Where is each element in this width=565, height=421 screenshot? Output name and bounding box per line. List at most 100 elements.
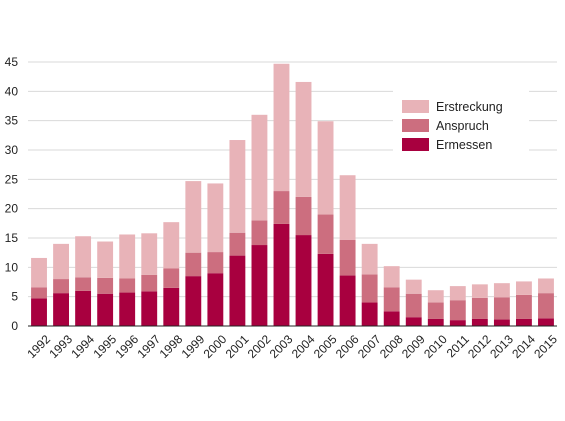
bar-anspruch-2009 <box>406 294 422 317</box>
x-tick-label: 2013 <box>487 332 516 361</box>
x-tick-label: 2000 <box>201 332 230 361</box>
y-tick-label: 35 <box>5 114 19 128</box>
bar-ermessen-2006 <box>340 276 356 326</box>
bar-erstreckung-1998 <box>163 222 179 268</box>
bar-erstreckung-2001 <box>229 140 245 233</box>
bar-anspruch-2015 <box>538 293 554 318</box>
x-tick-label: 1995 <box>90 332 119 361</box>
bar-ermessen-2013 <box>494 320 510 326</box>
bar-erstreckung-1994 <box>75 236 91 277</box>
x-tick-label: 2005 <box>311 332 340 361</box>
bar-erstreckung-1992 <box>31 258 47 287</box>
bar-ermessen-1997 <box>141 291 157 326</box>
bar-ermessen-2007 <box>362 303 378 326</box>
legend-label-ermessen: Ermessen <box>436 138 492 152</box>
x-tick-label: 1997 <box>135 332 164 361</box>
bar-anspruch-2010 <box>428 303 444 319</box>
bar-ermessen-2003 <box>274 224 290 326</box>
bar-erstreckung-2012 <box>472 284 488 297</box>
bar-erstreckung-2004 <box>296 82 312 197</box>
x-tick-label: 2003 <box>267 332 296 361</box>
bar-erstreckung-1995 <box>97 242 113 278</box>
bar-ermessen-2000 <box>207 273 223 326</box>
bar-ermessen-2011 <box>450 320 466 326</box>
bar-erstreckung-2003 <box>274 64 290 191</box>
bar-anspruch-2007 <box>362 274 378 302</box>
y-tick-label: 10 <box>5 260 19 274</box>
bar-anspruch-1993 <box>53 279 69 293</box>
bar-anspruch-1999 <box>185 253 201 276</box>
x-tick-label: 2001 <box>223 332 252 361</box>
bar-anspruch-1994 <box>75 277 91 290</box>
bar-erstreckung-2007 <box>362 244 378 275</box>
legend-label-anspruch: Anspruch <box>436 119 489 133</box>
legend-swatch-erstreckung <box>402 100 429 113</box>
x-tick-label: 2004 <box>289 332 318 361</box>
y-tick-label: 15 <box>5 231 19 245</box>
x-tick-label: 1993 <box>46 332 75 361</box>
x-tick-label: 1996 <box>112 332 141 361</box>
y-tick-label: 25 <box>5 172 19 186</box>
x-tick-label: 2010 <box>421 332 450 361</box>
bar-anspruch-2000 <box>207 252 223 273</box>
bar-anspruch-2013 <box>494 297 510 319</box>
bar-ermessen-2009 <box>406 317 422 326</box>
bar-ermessen-1994 <box>75 291 91 326</box>
bar-ermessen-2002 <box>252 245 268 326</box>
x-tick-label: 2012 <box>465 332 494 361</box>
bar-ermessen-1996 <box>119 293 135 326</box>
bar-ermessen-2005 <box>318 254 334 326</box>
bar-erstreckung-1996 <box>119 234 135 278</box>
bar-ermessen-2015 <box>538 318 554 326</box>
y-tick-label: 45 <box>5 55 19 69</box>
y-tick-label: 40 <box>5 84 19 98</box>
x-tick-label: 1999 <box>179 332 208 361</box>
legend-swatch-anspruch <box>402 119 429 132</box>
bar-erstreckung-2002 <box>252 115 268 221</box>
x-tick-label: 2014 <box>509 332 538 361</box>
bar-erstreckung-2009 <box>406 280 422 294</box>
bar-anspruch-1997 <box>141 275 157 291</box>
bar-erstreckung-2010 <box>428 290 444 302</box>
bar-ermessen-1995 <box>97 294 113 326</box>
bar-anspruch-2008 <box>384 287 400 311</box>
y-axis-tick-labels: 051015202530354045 <box>5 55 19 333</box>
x-axis-tick-labels: 1992199319941995199619971998199920002001… <box>24 332 560 361</box>
bar-anspruch-1992 <box>31 287 47 298</box>
bar-ermessen-2010 <box>428 319 444 326</box>
bar-anspruch-2002 <box>252 220 268 245</box>
legend-label-erstreckung: Erstreckung <box>436 100 503 114</box>
bar-erstreckung-2011 <box>450 286 466 300</box>
bar-anspruch-1996 <box>119 278 135 292</box>
bar-anspruch-2011 <box>450 300 466 320</box>
bar-ermessen-2014 <box>516 319 532 326</box>
bar-erstreckung-2013 <box>494 283 510 297</box>
bar-anspruch-2012 <box>472 298 488 319</box>
x-tick-label: 1998 <box>157 332 186 361</box>
bar-ermessen-1992 <box>31 298 47 326</box>
y-tick-label: 0 <box>11 319 18 333</box>
bar-erstreckung-1999 <box>185 181 201 253</box>
bar-ermessen-1993 <box>53 293 69 326</box>
x-tick-label: 1992 <box>24 332 53 361</box>
bar-anspruch-2006 <box>340 240 356 276</box>
bar-anspruch-2001 <box>229 233 245 256</box>
y-tick-label: 30 <box>5 143 19 157</box>
y-tick-label: 20 <box>5 202 19 216</box>
bar-erstreckung-2014 <box>516 281 532 294</box>
bar-erstreckung-2006 <box>340 175 356 240</box>
bar-ermessen-2012 <box>472 319 488 326</box>
x-tick-label: 2007 <box>355 332 384 361</box>
bar-ermessen-2004 <box>296 235 312 326</box>
bar-anspruch-1995 <box>97 278 113 294</box>
bar-erstreckung-2008 <box>384 266 400 287</box>
bar-ermessen-2008 <box>384 311 400 326</box>
x-tick-label: 2002 <box>245 332 274 361</box>
bar-erstreckung-2000 <box>207 183 223 252</box>
bar-ermessen-2001 <box>229 256 245 326</box>
bar-erstreckung-1997 <box>141 233 157 275</box>
bar-ermessen-1999 <box>185 276 201 326</box>
x-tick-label: 2009 <box>399 332 428 361</box>
bar-anspruch-2004 <box>296 197 312 235</box>
